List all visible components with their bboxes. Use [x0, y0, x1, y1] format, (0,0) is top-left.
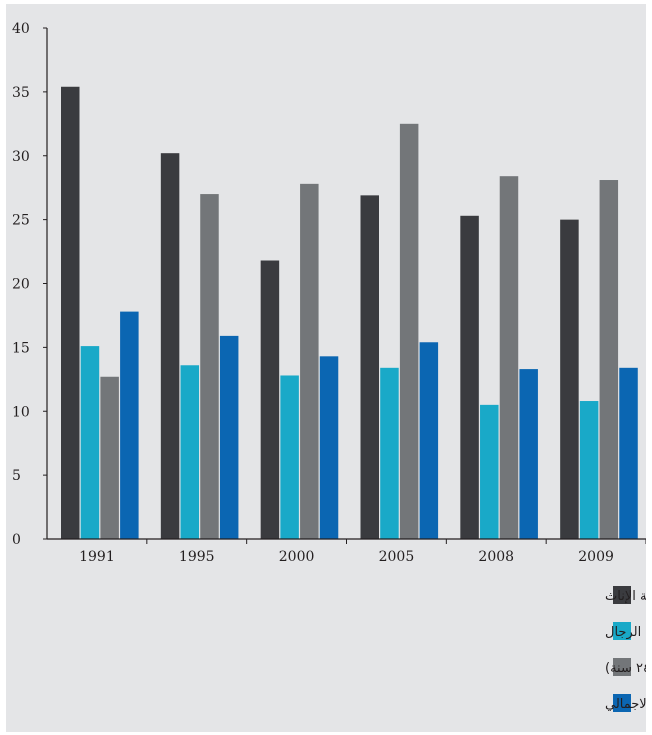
legend-swatch-1 [613, 586, 631, 604]
y-tick-label: 10 [12, 404, 30, 420]
y-tick-label: 35 [12, 85, 30, 101]
x-tick-label: 1991 [79, 549, 115, 565]
y-tick-label: 30 [12, 149, 30, 165]
legend-swatch-2 [613, 622, 631, 640]
bar-1995-series-2 [180, 365, 200, 539]
legend-label-3: معدل بطالة الشباب (١٥-٢٤ سنة) [605, 661, 646, 676]
x-tick-label: 2000 [279, 549, 315, 565]
bar-2008-series-4 [519, 369, 538, 539]
chart-panel: 0 5 10 15 20 25 30 35 40 1991 1995 2000 2005 2008 2009… [6, 4, 646, 732]
bar-2000-series-4 [319, 356, 339, 539]
legend-swatch-3 [613, 658, 631, 676]
bar-1995-series-4 [219, 335, 239, 539]
bar-2005-series-2 [380, 367, 399, 539]
y-tick-label: 25 [12, 213, 30, 229]
x-tick-label: 1995 [179, 549, 215, 565]
bar-2008-series-3 [499, 176, 519, 539]
x-tick-label: 2008 [478, 549, 514, 565]
bar-2008-series-2 [480, 404, 499, 539]
bar-1991-series-4 [120, 311, 139, 539]
axes-group: 0 5 10 15 20 25 30 35 40 1991 1995 2000 2005 2008 2009 [12, 21, 646, 565]
bar-1995-series-3 [200, 194, 219, 539]
y-tick-label: 20 [12, 277, 30, 293]
legend-label-4: معدل البطالة الاجمالي [605, 697, 646, 712]
legend-label-2: معدل بطالة الرجال [605, 625, 646, 640]
x-tick-label: 2005 [379, 549, 415, 565]
bar-1991-series-3 [100, 376, 119, 539]
y-tick-label: 40 [12, 21, 30, 37]
bar-2000-series-2 [280, 375, 299, 539]
bar-2009-series-4 [619, 367, 638, 539]
bar-2000-series-1 [260, 260, 280, 539]
bar-2009-series-1 [560, 219, 579, 540]
bar-2005-series-4 [419, 342, 439, 539]
bar-1991-series-1 [61, 86, 80, 539]
bar-2009-series-3 [599, 180, 619, 539]
bar-2000-series-3 [300, 183, 319, 539]
bar-2005-series-1 [360, 195, 379, 539]
bar-2009-series-2 [579, 401, 599, 539]
bar-2005-series-3 [399, 123, 419, 539]
legend: معدل بطالة الإناث معدل بطالة الرجال معدل ب… [605, 586, 646, 712]
bar-chart: 0 5 10 15 20 25 30 35 40 1991 1995 2000 2005 2008 2009… [12, 21, 646, 712]
bar-1991-series-2 [80, 346, 100, 539]
legend-swatch-4 [613, 694, 631, 712]
legend-label-1: معدل بطالة الإناث [605, 589, 646, 604]
y-tick-label: 0 [12, 532, 21, 548]
bars-group [61, 86, 638, 540]
y-tick-label: 5 [12, 468, 21, 484]
bar-1995-series-1 [160, 153, 180, 539]
y-tick-label: 15 [12, 340, 30, 356]
bar-2008-series-1 [460, 215, 479, 540]
x-tick-label: 2009 [578, 549, 614, 565]
